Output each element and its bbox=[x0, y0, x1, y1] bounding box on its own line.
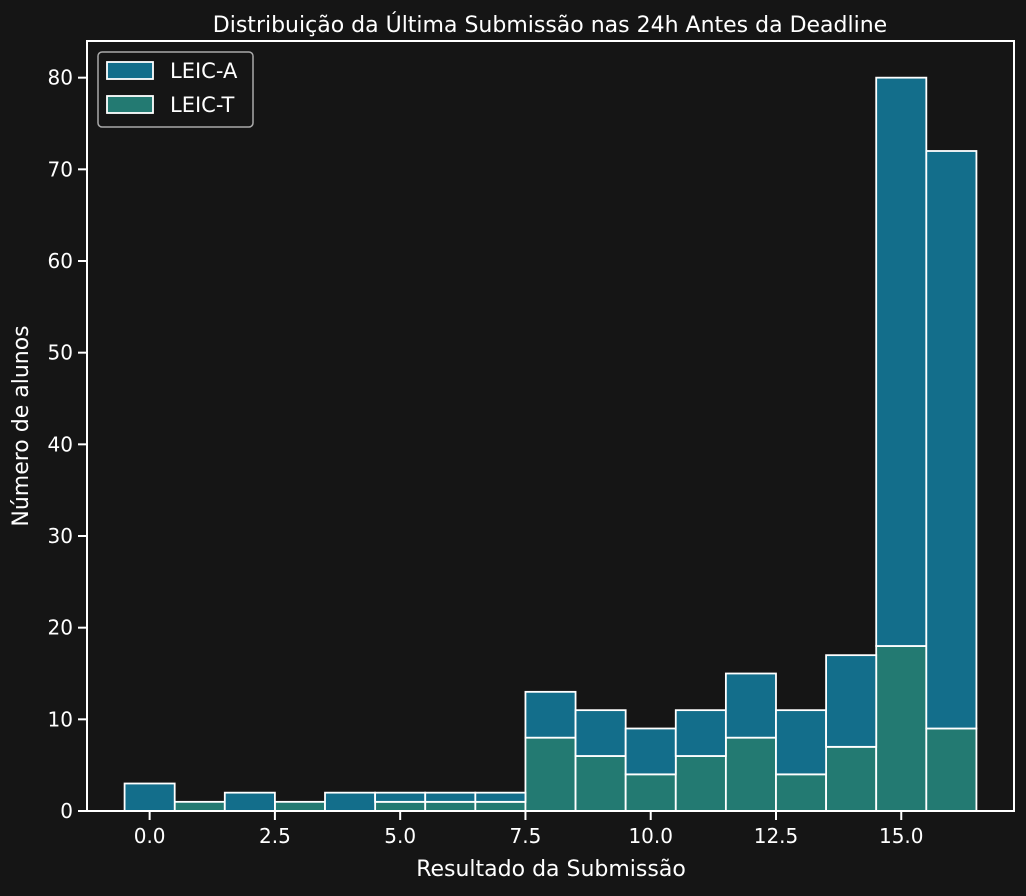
bar-leic-t-bin-6 bbox=[424, 800, 477, 812]
x-tick-label: 2.5 bbox=[259, 824, 291, 848]
bar-leic-a-bin-4 bbox=[324, 791, 377, 812]
bar-leic-t-bin-3 bbox=[274, 800, 326, 812]
y-tick-label: 20 bbox=[48, 616, 73, 640]
legend-label-leic-t: LEIC-T bbox=[170, 93, 234, 117]
bar-leic-a-bin-7 bbox=[474, 791, 527, 803]
legend-label-leic-a: LEIC-A bbox=[170, 59, 238, 83]
y-tick-label: 70 bbox=[48, 157, 73, 181]
axes-group: 0.0 2.5 5.0 7.5 10.0 12.5 15.0 0 10 20 30 40 50 60 70 8… bbox=[48, 40, 1015, 848]
bars-group bbox=[123, 76, 978, 812]
y-tick-label: 50 bbox=[48, 341, 73, 365]
plot-frame bbox=[86, 40, 1015, 812]
x-tick-label: 15.0 bbox=[879, 824, 924, 848]
bar-leic-a-bin-15 bbox=[875, 76, 928, 647]
bar-leic-a-bin-0 bbox=[123, 782, 176, 812]
bar-leic-t-bin-12 bbox=[724, 736, 777, 812]
chart-title: Distribuição da Última Submissão nas 24h… bbox=[213, 12, 887, 38]
bar-leic-a-bin-6 bbox=[424, 791, 477, 803]
bar-leic-t-bin-5 bbox=[374, 800, 427, 812]
legend: LEIC-A LEIC-T bbox=[97, 51, 254, 128]
y-tick-label: 30 bbox=[48, 524, 73, 548]
bar-leic-t-bin-10 bbox=[624, 773, 677, 812]
x-tick-label: 12.5 bbox=[754, 824, 799, 848]
bar-leic-a-bin-11 bbox=[674, 709, 727, 757]
y-tick-label: 60 bbox=[48, 249, 73, 273]
bar-leic-a-bin-5 bbox=[374, 791, 427, 803]
bar-leic-t-bin-13 bbox=[775, 773, 827, 812]
bar-leic-a-bin-10 bbox=[624, 727, 677, 776]
bar-leic-t-bin-9 bbox=[574, 755, 627, 812]
bar-leic-t-bin-1 bbox=[173, 800, 226, 812]
y-tick-label: 0 bbox=[60, 799, 73, 823]
x-tick-label: 7.5 bbox=[510, 824, 542, 848]
bar-leic-a-bin-9 bbox=[574, 709, 627, 757]
y-axis-label: Número de alunos bbox=[9, 325, 34, 526]
bar-leic-t-bin-16 bbox=[925, 727, 978, 812]
x-tick-label: 5.0 bbox=[384, 824, 416, 848]
bar-leic-a-bin-12 bbox=[724, 672, 777, 739]
bar-leic-a-bin-8 bbox=[524, 690, 577, 739]
bar-leic-t-bin-7 bbox=[474, 800, 527, 812]
y-tick-label: 40 bbox=[48, 432, 73, 456]
bar-leic-t-bin-11 bbox=[674, 755, 727, 812]
bar-leic-a-bin-14 bbox=[825, 654, 878, 748]
legend-swatch-leic-t bbox=[106, 95, 154, 114]
bar-leic-a-bin-2 bbox=[223, 791, 276, 812]
x-axis-label: Resultado da Submissão bbox=[416, 857, 686, 882]
y-tick-label: 10 bbox=[48, 707, 73, 731]
bar-leic-a-bin-16 bbox=[925, 150, 978, 730]
y-tick-label: 80 bbox=[48, 66, 73, 90]
legend-swatch-leic-a bbox=[106, 61, 154, 80]
x-tick-label: 10.0 bbox=[628, 824, 673, 848]
bar-leic-t-bin-8 bbox=[524, 736, 577, 812]
x-tick-label: 0.0 bbox=[134, 824, 166, 848]
bar-leic-t-bin-14 bbox=[825, 745, 878, 812]
bar-leic-t-bin-15 bbox=[875, 645, 928, 812]
bar-leic-a-bin-13 bbox=[775, 709, 827, 776]
